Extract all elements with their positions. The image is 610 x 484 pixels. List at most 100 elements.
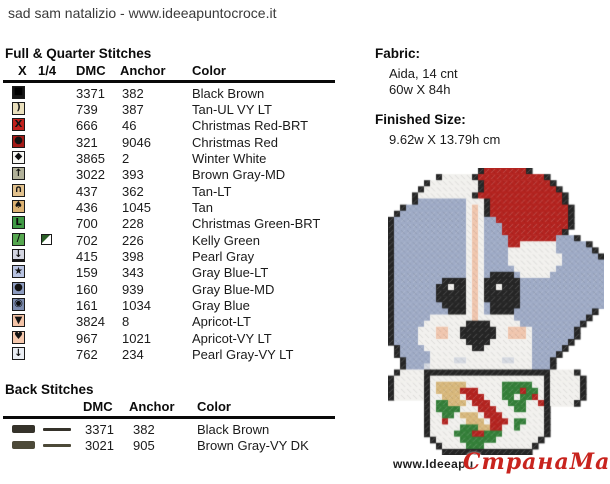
finished-size-value: 9.62w X 13.79h cm [389, 132, 501, 147]
stitch-row: ● 160 939 Gray Blue-MD [5, 281, 350, 297]
stitch-row: ♠ 436 1045 Tan [5, 199, 350, 215]
color-name: Black Brown [197, 421, 270, 437]
backstitch-row: 3021 905 Brown Gray-VY DK [5, 437, 350, 454]
color-name: Apricot-LT [192, 314, 251, 330]
stitch-row: ■ 3371 382 Black Brown [5, 85, 350, 101]
color-name: Tan-LT [192, 183, 232, 199]
dmc-number: 321 [76, 134, 98, 150]
dmc-number: 762 [76, 347, 98, 362]
color-name: Brown Gray-VY DK [197, 438, 309, 453]
column-header-dmc: DMC [76, 63, 106, 78]
color-name: Pearl Gray-VY LT [192, 347, 294, 362]
backstitch-row: 3371 382 Black Brown [5, 421, 350, 438]
dmc-number: 161 [76, 297, 98, 313]
column-header-anchor: Anchor [129, 399, 175, 414]
finished-size-heading: Finished Size: [375, 112, 466, 127]
cross-stitch-artwork [388, 168, 604, 455]
stitch-row: ◉ 161 1034 Gray Blue [5, 297, 350, 313]
stitch-row: ∩ 437 362 Tan-LT [5, 183, 350, 199]
stitch-symbol-icon: / [12, 232, 25, 246]
color-name: Gray Blue-MD [192, 281, 275, 297]
column-header-quarter: 1/4 [38, 63, 57, 78]
stitch-symbol-icon: ♥ [12, 330, 25, 344]
dmc-number: 3371 [76, 85, 105, 101]
anchor-number: 905 [133, 438, 155, 453]
anchor-number: 393 [122, 167, 144, 183]
watermark: СтранаМам [463, 449, 610, 475]
anchor-number: 1045 [122, 199, 151, 215]
anchor-number: 939 [122, 281, 144, 297]
backstitch-line-icon [43, 444, 71, 447]
stitch-symbol-icon: ■ [12, 85, 25, 99]
dmc-number: 3865 [76, 150, 105, 166]
full-stitches-rows: ■ 3371 382 Black Brown) 739 387 Tan-UL VY LT X 6… [5, 85, 350, 363]
anchor-number: 8 [122, 314, 130, 330]
anchor-number: 46 [122, 118, 137, 134]
anchor-number: 343 [122, 265, 144, 281]
column-header-x: X [18, 63, 27, 78]
stitch-row: ↓ 415 398 Pearl Gray [5, 248, 350, 264]
color-name: Christmas Green-BRT [192, 216, 321, 232]
header-divider [3, 80, 335, 83]
anchor-number: 226 [122, 232, 144, 248]
dmc-number: 666 [76, 118, 98, 134]
back-stitches-rows: 3371 382 Black Brown 3021 905 Brown Gray-VY D… [5, 421, 350, 454]
stitch-row: ▼ 3824 8 Apricot-LT [5, 313, 350, 329]
backstitch-line-icon [43, 427, 71, 431]
anchor-number: 1034 [122, 297, 151, 313]
anchor-number: 9046 [122, 134, 151, 150]
column-header-anchor: Anchor [120, 63, 166, 78]
anchor-number: 382 [133, 421, 155, 437]
dmc-number: 436 [76, 199, 98, 215]
stitch-symbol-icon: ↓ [12, 347, 25, 360]
stitch-row: ) 739 387 Tan-UL VY LT [5, 101, 350, 117]
stitch-symbol-icon: ★ [12, 265, 25, 279]
anchor-number: 1021 [122, 330, 151, 346]
stitch-row: X 666 46 Christmas Red-BRT [5, 117, 350, 133]
finished-size-info: Finished Size: 9.62w X 13.79h cm [375, 112, 595, 147]
dmc-number: 967 [76, 330, 98, 346]
fabric-dimensions: 60w X 84h [389, 82, 451, 97]
stitch-row: ● 321 9046 Christmas Red [5, 134, 350, 150]
fabric-heading: Fabric: [375, 46, 421, 61]
stitch-symbol-icon: ▼ [12, 314, 25, 328]
page-title: sad sam natalizio - www.ideeapuntocroce.… [8, 5, 277, 21]
stitch-row: L 700 228 Christmas Green-BRT [5, 215, 350, 231]
dmc-number: 700 [76, 216, 98, 232]
stitch-row: / 702 226 Kelly Green [5, 232, 350, 248]
column-header-color: Color [197, 399, 231, 414]
artwork-caption: www.Ideeapu [393, 457, 474, 471]
header-divider [3, 416, 335, 419]
stitch-row: ★ 159 343 Gray Blue-LT [5, 264, 350, 280]
full-stitches-heading: Full & Quarter Stitches [5, 46, 152, 61]
color-name: Christmas Red [192, 134, 278, 150]
stitch-symbol-icon: ◆ [12, 150, 25, 164]
dmc-number: 415 [76, 248, 98, 264]
fabric-type: Aida, 14 cnt [389, 66, 458, 81]
anchor-number: 398 [122, 248, 144, 264]
stitch-symbol-icon: ↑ [12, 167, 25, 181]
color-name: Winter White [192, 150, 267, 166]
quarter-stitch-icon [41, 233, 52, 245]
color-name: Kelly Green [192, 232, 260, 248]
anchor-number: 387 [122, 101, 144, 117]
dmc-number: 3371 [85, 421, 114, 437]
stitch-symbol-icon: X [12, 118, 25, 132]
backstitch-swatch [12, 424, 35, 433]
stitch-symbol-icon: ● [12, 134, 25, 148]
stitch-symbol-icon: ◉ [12, 297, 25, 311]
anchor-number: 362 [122, 183, 144, 199]
back-stitches-heading: Back Stitches [5, 382, 94, 397]
stitch-symbol-icon: ♠ [12, 199, 25, 213]
back-stitches-table-header: DMC Anchor Color [5, 399, 350, 415]
stitch-symbol-icon: ∩ [12, 183, 25, 197]
dmc-number: 3824 [76, 314, 105, 330]
stitch-row: ♥ 967 1021 Apricot-VY LT [5, 330, 350, 346]
backstitch-swatch [12, 441, 35, 449]
stitch-row: ◆ 3865 2 Winter White [5, 150, 350, 166]
stitch-row: ↓ 762 234 Pearl Gray-VY LT [5, 346, 350, 362]
stitch-row: ↑ 3022 393 Brown Gray-MD [5, 166, 350, 182]
column-header-color: Color [192, 63, 226, 78]
color-name: Gray Blue [192, 297, 250, 313]
color-name: Gray Blue-LT [192, 265, 269, 281]
